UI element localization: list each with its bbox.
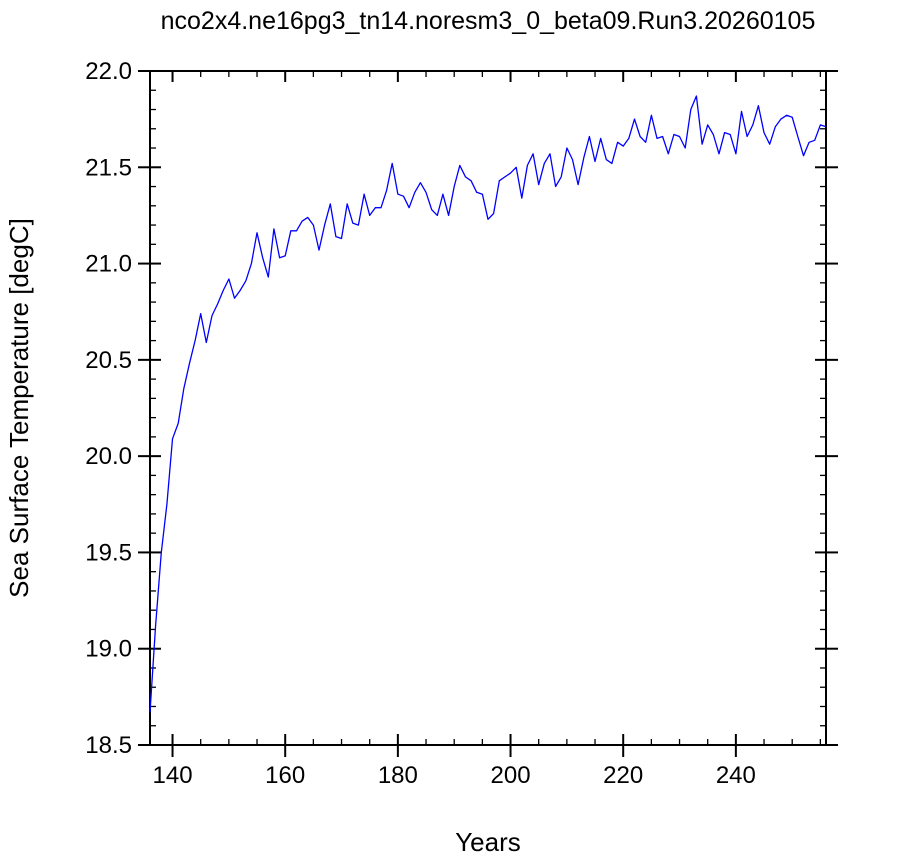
sst-series-line	[149, 95, 827, 713]
axis-ticks	[138, 70, 838, 757]
y-tick-label: 22.0	[85, 58, 132, 85]
y-tick-label: 20.5	[85, 347, 132, 374]
tick-labels: 140 160 180 200 220 240 18.5 19.0 19.5 20.0 20.5 21…	[85, 58, 756, 789]
chart-title: nco2x4.ne16pg3_tn14.noresm3_0_beta09.Run…	[161, 7, 816, 35]
x-tick-label: 160	[265, 762, 305, 789]
y-tick-label: 18.5	[85, 732, 132, 759]
x-axis-label: Years	[455, 827, 521, 857]
x-tick-label: 180	[378, 762, 418, 789]
y-tick-label: 21.0	[85, 251, 132, 278]
x-tick-label: 140	[153, 762, 193, 789]
y-axis-label: Sea Surface Temperature [degC]	[4, 218, 34, 598]
x-tick-label: 220	[603, 762, 643, 789]
x-tick-label: 240	[716, 762, 756, 789]
y-tick-label: 20.0	[85, 443, 132, 470]
x-tick-label: 200	[491, 762, 531, 789]
y-tick-label: 19.5	[85, 539, 132, 566]
plot-frame	[149, 70, 827, 746]
y-tick-label: 21.5	[85, 154, 132, 181]
y-tick-label: 19.0	[85, 636, 132, 663]
